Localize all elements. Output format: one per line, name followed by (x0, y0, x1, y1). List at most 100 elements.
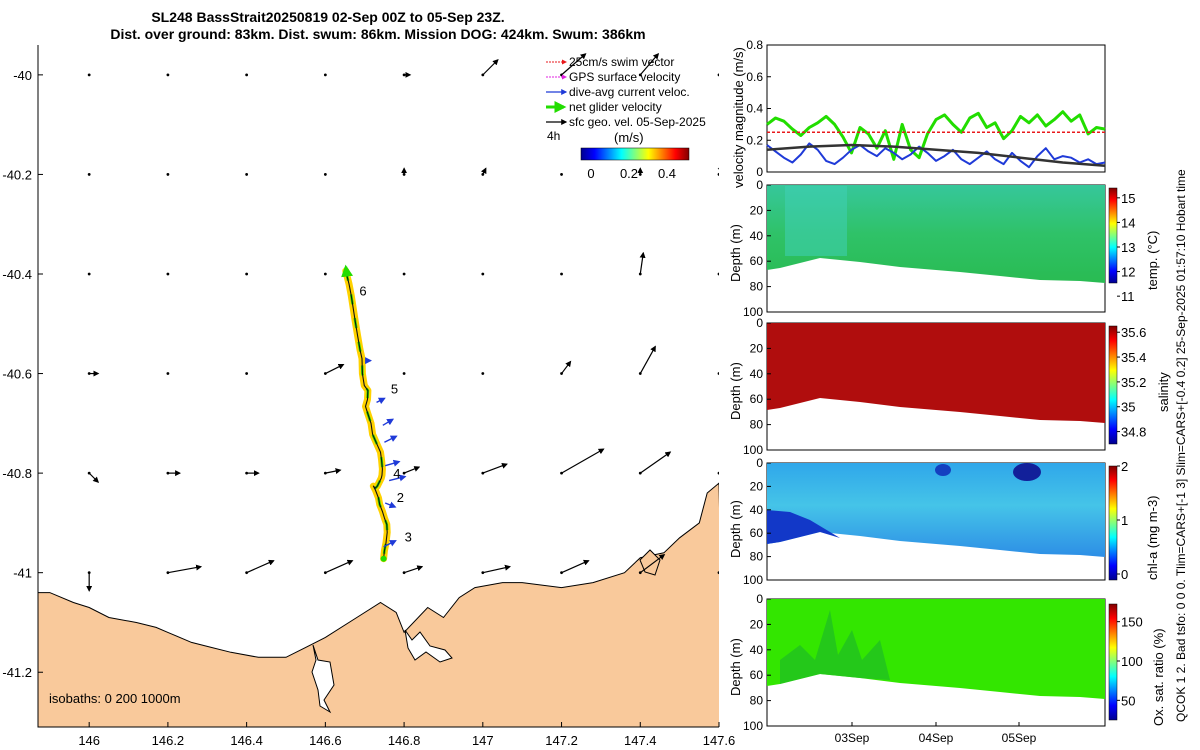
geo-vector-origin (87, 73, 91, 77)
depth-tick-label: 20 (750, 617, 764, 631)
map-axis-ticks: 146 146.2 146.4 146.6 146.8 147 147.2 147.4 147.… (2, 68, 735, 748)
map-xtick-label: 146 (78, 733, 100, 748)
colorbar-tick-1: 0.2 (620, 166, 638, 181)
colorbar-tick-label: 150 (1121, 615, 1143, 630)
track-start (380, 555, 387, 562)
geo-vector (561, 53, 587, 76)
chlorophyll-colorbar (1108, 465, 1118, 581)
geo-vector-origin (245, 173, 249, 176)
legend-swim-label: 25cm/s swim vector (569, 55, 674, 69)
oxygen-axis-ticks: 0 20 40 60 80 100 50 100 150 (743, 592, 1143, 733)
map-xtick-label: 146.8 (388, 733, 421, 748)
map-xtick-label: 146.2 (152, 733, 185, 748)
depth-tick-label: 40 (750, 503, 764, 517)
track-line (345, 270, 388, 559)
depth-tick-label: 60 (750, 254, 764, 268)
map-ytick-label: -40.8 (2, 466, 32, 481)
colorbar-tick-label: 35.6 (1121, 325, 1146, 340)
geo-vector-origin (717, 471, 719, 475)
colorbar-tick-label: 13 (1121, 240, 1135, 255)
chlorophyll-axis-ticks: 0 20 40 60 80 100 0 1 2 (743, 456, 1128, 587)
colorbar-label: (m/s) (614, 130, 644, 145)
map-xtick-label: 147.6 (703, 733, 736, 748)
depth-tick-label: 40 (750, 229, 764, 243)
colorbar-tick-label: 15 (1121, 191, 1135, 206)
geo-vector-origin (323, 272, 327, 276)
depth-tick-label: 80 (750, 418, 764, 432)
geo-vector (480, 167, 487, 175)
current-vector (384, 435, 398, 443)
geo-vector (482, 564, 511, 574)
dive-current-vectors (365, 357, 407, 548)
geo-vector-origin (717, 272, 719, 276)
chlorophyll-deep-low (767, 510, 840, 544)
temperature-axis-ticks: 0 20 40 60 80 100 11 12 13 14 15 (743, 178, 1136, 319)
current-vector (382, 418, 395, 426)
time-tick-label: 05Sep (1002, 731, 1037, 745)
depth-tick-label: 60 (750, 526, 764, 540)
colorbar-tick-label: 0 (1121, 567, 1128, 582)
geo-vector-origin (560, 272, 563, 276)
day-marker-6: 6 (359, 283, 366, 298)
velocity-ytick-label: 0.8 (746, 38, 763, 52)
geo-vector-origin (166, 73, 170, 77)
temperature-cool-patch (785, 186, 847, 256)
geo-vector (639, 553, 666, 574)
day-markers: 2 3 4 5 6 (359, 283, 412, 544)
legend-net-label: net glider velocity (569, 100, 662, 114)
geo-vector-origin (245, 73, 249, 77)
colorbar-tick-2: 0.4 (658, 166, 676, 181)
colorbar-tick-label: 35 (1121, 400, 1135, 415)
velocity-ytick-label: 0.6 (746, 70, 763, 84)
chlorophyll-cbar-label: chl-a (mg m-3) (1145, 495, 1160, 580)
oxygen-ylabel: Depth (m) (728, 638, 743, 696)
map-panel: 2 3 4 5 6 146 146.2 146.4 146.6 146.8 147 147.2 147… (2, 45, 735, 748)
geo-vector (325, 468, 342, 474)
day-marker-2: 2 (397, 490, 404, 505)
salinity-panel: Depth (m) salinity 0 20 40 60 80 100 34.8 35 35.… (728, 316, 1171, 457)
glider-track (341, 264, 391, 563)
depth-tick-label: 100 (743, 719, 763, 733)
current-vector (383, 540, 397, 548)
legend-sfc-label: sfc geo. vel. 05-Sep-2025 (569, 115, 706, 129)
geo-vector (561, 448, 605, 474)
temperature-panel: Depth (m) temp. (°C) 0 20 40 60 80 100 11 12 13 1… (728, 178, 1160, 319)
salinity-field (767, 323, 1105, 423)
map-legend: 25cm/s swim vector GPS surface velocity … (546, 55, 706, 181)
colorbar-tick-label: 2 (1121, 459, 1128, 474)
speed-colorbar (580, 147, 690, 161)
velocity-series (766, 110, 1106, 169)
geostrophic-vectors (86, 52, 719, 592)
geo-vector (403, 466, 421, 474)
temperature-ylabel: Depth (m) (728, 224, 743, 282)
geo-vector-origin (717, 571, 719, 575)
geo-vector-origin (166, 272, 170, 276)
oxygen-low-patch (780, 610, 890, 684)
colorbar-tick-label: 1 (1121, 513, 1128, 528)
temperature-field (767, 185, 1105, 283)
geo-vector (88, 472, 100, 483)
depth-tick-label: 0 (756, 178, 763, 192)
estuary-2 (404, 629, 453, 663)
depth-tick-label: 0 (756, 592, 763, 606)
day-marker-3: 3 (405, 529, 412, 544)
geo-vector (482, 59, 499, 76)
estuary (311, 644, 335, 714)
day-marker-4: 4 (393, 466, 400, 481)
map-xtick-label: 147.2 (545, 733, 578, 748)
colorbar-tick-label: 35.4 (1121, 350, 1146, 365)
current-vector (376, 397, 386, 405)
depth-tick-label: 80 (750, 280, 764, 294)
geo-vector-origin (402, 372, 406, 375)
track-end-arrow (341, 264, 354, 278)
geo-vector-origin (560, 173, 563, 176)
colorbar-tick-label: 11 (1121, 289, 1135, 304)
time-tick-label: 03Sep (835, 731, 870, 745)
geo-vector-origin (166, 372, 170, 375)
geo-vector-origin (481, 372, 485, 375)
isobaths-label: isobaths: 0 200 1000m (49, 691, 181, 706)
temperature-cbar-label: temp. (°C) (1145, 231, 1160, 290)
time-axis-ticks: 03Sep 04Sep 05Sep (835, 722, 1037, 745)
map-ytick-label: -41.2 (2, 665, 32, 680)
colorbar-tick-label: 50 (1121, 693, 1135, 708)
